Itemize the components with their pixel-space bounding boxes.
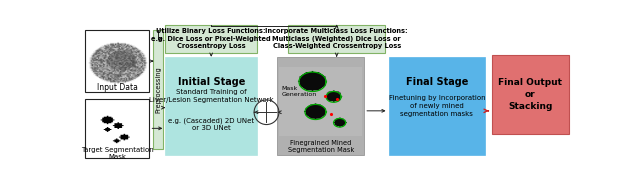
FancyBboxPatch shape — [85, 99, 150, 158]
Text: Incorporate Multiclass Loss Functions:
Multiclass (Weighted) Dice Loss or
Class-: Incorporate Multiclass Loss Functions: M… — [266, 28, 408, 49]
Text: Standard Training of
Liver/Lesion Segmentation Network: Standard Training of Liver/Lesion Segmen… — [149, 89, 273, 103]
Text: Mask
Generation: Mask Generation — [282, 86, 317, 97]
Text: Finetuning by Incorporation
of newly mined
segmentation masks: Finetuning by Incorporation of newly min… — [388, 95, 485, 117]
FancyBboxPatch shape — [277, 57, 364, 155]
FancyBboxPatch shape — [388, 57, 485, 155]
FancyBboxPatch shape — [288, 25, 385, 53]
FancyBboxPatch shape — [154, 30, 163, 149]
Text: e.g. (Cascaded) 2D UNet
or 3D UNet: e.g. (Cascaded) 2D UNet or 3D UNet — [168, 117, 254, 131]
FancyBboxPatch shape — [165, 25, 257, 53]
Text: Target Segmentation
Mask: Target Segmentation Mask — [81, 147, 154, 160]
Text: Final Output
or
Stacking: Final Output or Stacking — [498, 78, 562, 111]
Text: Preprocessing: Preprocessing — [156, 66, 161, 113]
FancyBboxPatch shape — [492, 56, 568, 134]
Text: Finegrained Mined
Segmentation Mask: Finegrained Mined Segmentation Mask — [288, 140, 354, 153]
Text: Utilize Binary Loss Functions:
e.g. Dice Loss or Pixel-Weighted
Crossentropy Los: Utilize Binary Loss Functions: e.g. Dice… — [152, 28, 271, 49]
Text: Initial Stage: Initial Stage — [177, 77, 245, 87]
Text: Final Stage: Final Stage — [406, 77, 468, 87]
FancyBboxPatch shape — [165, 57, 257, 155]
Text: Input Data: Input Data — [97, 82, 138, 92]
FancyBboxPatch shape — [85, 30, 150, 92]
